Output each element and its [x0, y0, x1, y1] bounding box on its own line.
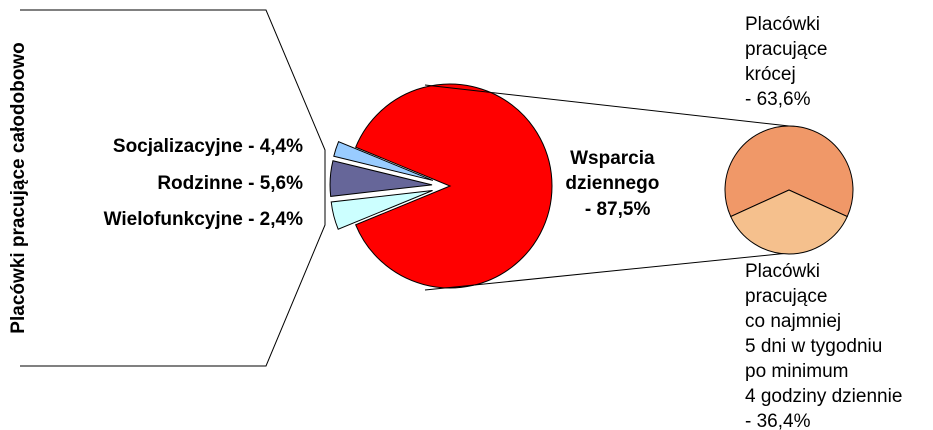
side-label-wielofunkcyjne: Wielofunkcyjne - 2,4%	[104, 209, 303, 230]
pie-slice-socjalizacyjne	[330, 189, 433, 230]
breakdown-pie	[724, 125, 854, 255]
breakdown-label-bottom: Placówki pracujące co najmniej 5 dni w t…	[745, 261, 908, 430]
breakdown-slice-5-dni	[730, 189, 848, 255]
side-label-socjalizacyjne: Socjalizacyjne - 4,4%	[113, 136, 303, 157]
side-label-rodzinne: Rodzinne - 5,6%	[157, 173, 303, 194]
pie-slice-wielofunkcyjne	[333, 141, 434, 181]
breakdown-label-top: Placówki pracujące krócej - 63,6%	[745, 14, 833, 110]
group-bracket	[20, 9, 326, 367]
pie-slice-wsparcia-dziennego	[355, 83, 553, 289]
connector-line-top	[424, 84, 790, 127]
connector-line-bottom	[424, 252, 790, 291]
main-pie	[329, 83, 553, 289]
breakdown-slice-krocej	[724, 125, 854, 218]
pie-slice-rodzinne	[329, 160, 433, 197]
main-slice-label: Wsparcia dziennego - 87,5%	[565, 148, 664, 220]
group-label: Placówki pracujące całodobowo	[8, 42, 29, 333]
